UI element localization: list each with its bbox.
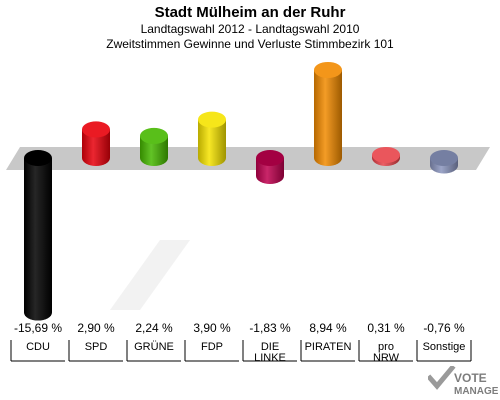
category-label: pro [378,341,394,353]
category-label: LINKE [254,352,286,364]
baseline-plane-surface [6,147,490,170]
logo-line2: MANAGER [454,386,498,397]
bar-sonstige [430,150,458,174]
bars-group [24,61,458,321]
bar-body [82,129,110,166]
logo-line1: VOTE [454,371,487,385]
bar-cap [198,111,226,128]
value-label: -15,69 % [14,321,62,335]
bar-cap [372,146,400,163]
bar-cap [256,150,284,166]
bar-cap [430,150,458,166]
chart-header: Stadt Mülheim an der Ruhr Landtagswahl 2… [0,0,500,52]
value-label: 8,94 % [309,321,347,335]
category-label: Sonstige [423,341,466,353]
category-label: DIE [261,341,279,353]
bar-cdu [24,150,52,321]
category-label: NRW [373,352,400,364]
category-label: SPD [85,341,108,353]
votemanager-logo: VOTE MANAGER [428,366,498,397]
value-label: 2,90 % [77,321,115,335]
bar-body [198,119,226,166]
bar-body [140,135,168,166]
value-label: -1,83 % [249,321,291,335]
category-label: GRÜNE [134,341,174,353]
value-label: 3,90 % [193,321,231,335]
bar-grüne [140,127,168,166]
bar-body [314,69,342,166]
bar-spd [82,121,110,166]
value-label: 0,31 % [367,321,405,335]
category-label: PIRATEN [305,341,352,353]
chart-subtitle-description: Zweitstimmen Gewinne und Verluste Stimmb… [106,37,394,51]
bar-body [24,158,52,321]
bar-pro-nrw [372,146,400,166]
bar-die-linke [256,150,284,185]
bar-cap [24,150,52,166]
bar-cap [314,61,342,78]
chart-title: Stadt Mülheim an der Ruhr [154,4,346,21]
baseline-reflection [110,240,190,310]
category-label: CDU [26,341,50,353]
baseline-plane [6,147,490,310]
chart-subtitle-years: Landtagswahl 2012 - Landtagswahl 2010 [140,22,360,36]
value-label: -0,76 % [423,321,465,335]
value-label: 2,24 % [135,321,173,335]
bar-cap [140,127,168,144]
bar-fdp [198,111,226,166]
category-label: FDP [201,341,223,353]
bar-piraten [314,61,342,166]
bar-cap [82,121,110,138]
labels-group: -15,69 % CDU 2,90 % SPD 2,24 % GRÜNE 3,90 % FDP… [10,321,472,364]
logo-check-icon [428,366,456,390]
